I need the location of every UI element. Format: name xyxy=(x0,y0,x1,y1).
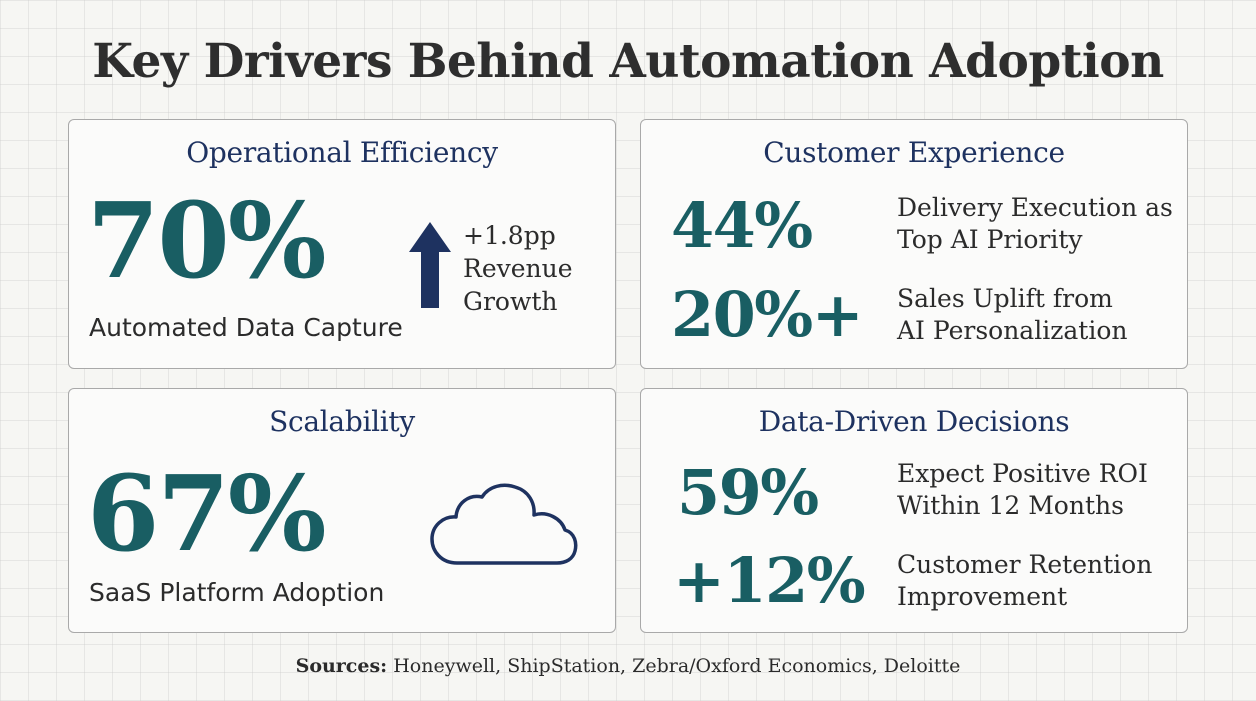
metric-description: Sales Uplift from AI Personalization xyxy=(897,283,1127,347)
card-customer-experience: Customer Experience 44% Delivery Executi… xyxy=(640,119,1188,369)
card-operational-efficiency: Operational Efficiency 70% Automated Dat… xyxy=(68,119,616,369)
metric-value: +12% xyxy=(673,544,866,617)
card-scalability: Scalability 67% SaaS Platform Adoption xyxy=(68,388,616,633)
sources-text: Honeywell, ShipStation, Zebra/Oxford Eco… xyxy=(393,655,961,677)
stat-label: SaaS Platform Adoption xyxy=(89,578,385,607)
growth-line: Growth xyxy=(463,287,558,316)
metric-line: Delivery Execution as xyxy=(897,193,1173,222)
metric-line: Top AI Priority xyxy=(897,225,1083,254)
growth-value: +1.8pp xyxy=(463,221,556,250)
card-title: Operational Efficiency xyxy=(186,136,498,169)
card-title: Customer Experience xyxy=(763,136,1065,169)
metric-description: Expect Positive ROI Within 12 Months xyxy=(897,458,1148,522)
metric-value: 44% xyxy=(671,189,813,262)
stat-value: 67% xyxy=(87,452,327,575)
stat-value: 70% xyxy=(87,179,327,302)
growth-line: Revenue xyxy=(463,254,573,283)
card-data-driven-decisions: Data-Driven Decisions 59% Expect Positiv… xyxy=(640,388,1188,633)
card-title: Data-Driven Decisions xyxy=(758,405,1070,438)
metric-description: Delivery Execution as Top AI Priority xyxy=(897,192,1173,256)
cloud-icon xyxy=(430,483,578,565)
arrow-up-icon xyxy=(409,222,451,308)
stat-label: Automated Data Capture xyxy=(89,313,403,342)
metric-line: AI Personalization xyxy=(897,316,1128,345)
metric-description: Customer Retention Improvement xyxy=(897,549,1152,613)
metric-line: Customer Retention xyxy=(897,550,1153,579)
metric-value: 20%+ xyxy=(671,278,864,351)
metric-line: Expect Positive ROI xyxy=(897,459,1148,488)
revenue-growth-text: +1.8pp Revenue Growth xyxy=(463,219,573,318)
metric-line: Sales Uplift from xyxy=(897,284,1113,313)
metric-value: 59% xyxy=(677,456,819,529)
card-title: Scalability xyxy=(269,405,415,438)
metric-line: Within 12 Months xyxy=(897,491,1124,520)
sources-label: Sources: xyxy=(295,655,388,677)
page-title: Key Drivers Behind Automation Adoption xyxy=(92,34,1164,89)
sources-footer: Sources: Honeywell, ShipStation, Zebra/O… xyxy=(0,655,1256,677)
metric-line: Improvement xyxy=(897,582,1068,611)
